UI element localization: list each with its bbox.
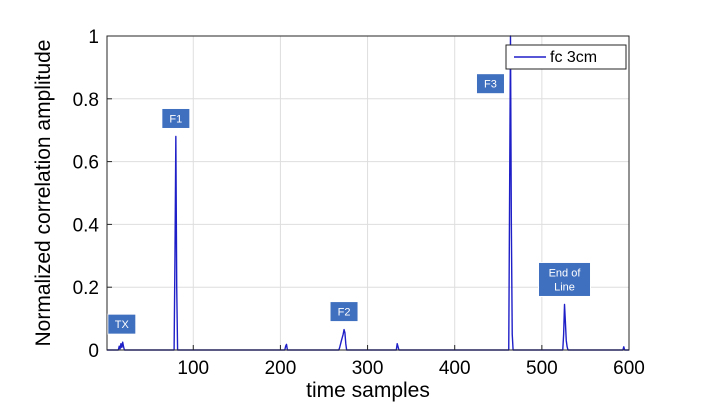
annotation-text: F1 (169, 113, 182, 125)
legend: fc 3cm (505, 44, 627, 70)
y-tick-label: 0 (88, 341, 99, 362)
x-axis-title: time samples (306, 379, 430, 402)
annotation-label: F2 (329, 301, 359, 323)
annotation-box (329, 301, 359, 323)
series-layer (107, 35, 629, 351)
annotation-box (161, 107, 191, 129)
annotation-label: F3 (475, 73, 505, 95)
annotation-label: F1 (161, 107, 191, 129)
annotation-box (538, 261, 592, 297)
ticks: 100 200 300 400 500 600 0 0.2 0.4 0.6 0.8 1 (73, 27, 645, 379)
x-tick-label: 200 (265, 358, 297, 379)
x-tick-label: 100 (177, 358, 209, 379)
x-tick-label: 400 (439, 358, 471, 379)
y-tick-label: 1 (88, 27, 99, 48)
y-axis-title: Normalized correlation amplitude (32, 40, 55, 347)
annotation-box (475, 73, 505, 95)
legend-entry: fc 3cm (550, 49, 597, 66)
annotation-label: TX (107, 313, 137, 335)
annotation-box (107, 313, 137, 335)
y-tick-label: 0.6 (73, 153, 99, 174)
x-tick-label: 600 (613, 358, 645, 379)
y-tick-label: 0.2 (73, 278, 99, 299)
annotation-text: TX (115, 319, 130, 331)
annotation-label: End of Line (538, 261, 592, 297)
x-tick-label: 500 (526, 358, 558, 379)
annotation-text: F2 (338, 307, 351, 319)
y-tick-label: 0.4 (73, 215, 100, 236)
y-tick-label: 0.8 (73, 90, 99, 111)
annotation-text: F3 (484, 79, 497, 91)
annotations: TX F1 F2 F3 End of Line (107, 73, 592, 335)
series-line-0 (107, 35, 629, 351)
annotation-text: End of Line (549, 267, 582, 293)
x-tick-label: 300 (352, 358, 384, 379)
